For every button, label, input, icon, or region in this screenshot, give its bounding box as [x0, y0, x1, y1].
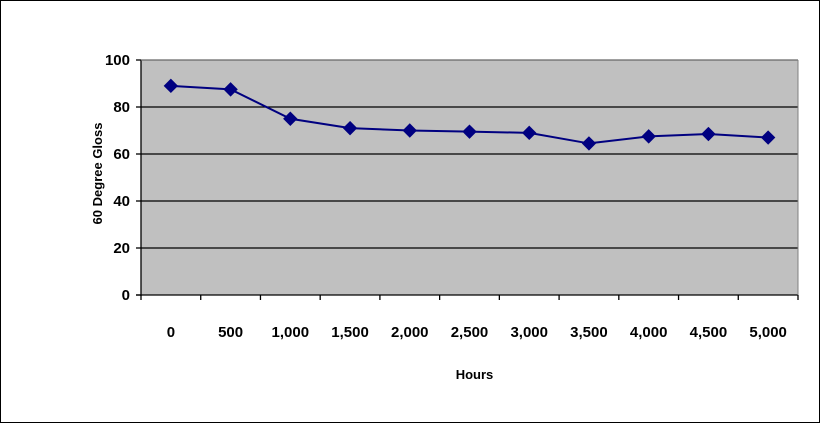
x-tick-label: 1,500: [331, 324, 369, 341]
y-tick-label: 100: [105, 52, 130, 69]
data-point-3,000: [522, 125, 537, 141]
data-point-2,000: [402, 123, 417, 138]
x-tick-label: 500: [218, 324, 243, 341]
y-tick-label: 40: [113, 193, 130, 210]
x-tick-label: 1,000: [272, 324, 310, 341]
y-tick-label: 60: [113, 146, 130, 163]
x-axis-ticks: 0 500 1,000 1,500 2,000 2,500 3,000 3,500 4,000 4…: [140, 295, 799, 341]
x-tick-label: 2,500: [451, 324, 489, 341]
x-tick-label: 0: [167, 324, 175, 341]
x-tick-label: 2,000: [391, 324, 429, 341]
data-point-0: [163, 78, 179, 94]
plot-area: [141, 60, 798, 295]
series-group: [163, 78, 776, 151]
data-point-2,500: [462, 124, 477, 139]
y-tick-label: 80: [113, 99, 130, 116]
x-tick-label: 3,500: [570, 324, 608, 341]
y-axis-title: 60 Degree Gloss: [90, 123, 105, 225]
data-point-500: [223, 82, 238, 97]
y-tick-label: 20: [113, 240, 130, 257]
data-point-3,500: [581, 136, 597, 151]
data-point-4,000: [641, 129, 656, 144]
data-point-4,500: [701, 126, 716, 142]
y-tick-label: 0: [122, 287, 130, 304]
data-point-1,000: [283, 111, 298, 126]
axes: [136, 59, 799, 296]
x-tick-label: 3,000: [510, 324, 548, 341]
y-axis-ticks: 0 20 40 60 80 100: [105, 52, 141, 304]
x-tick-label: 4,500: [690, 324, 728, 341]
data-point-5,000: [760, 130, 776, 145]
data-point-1,500: [342, 120, 358, 136]
x-tick-label: 5,000: [749, 324, 787, 341]
x-axis-title: Hours: [456, 367, 494, 382]
x-tick-label: 4,000: [630, 324, 668, 341]
